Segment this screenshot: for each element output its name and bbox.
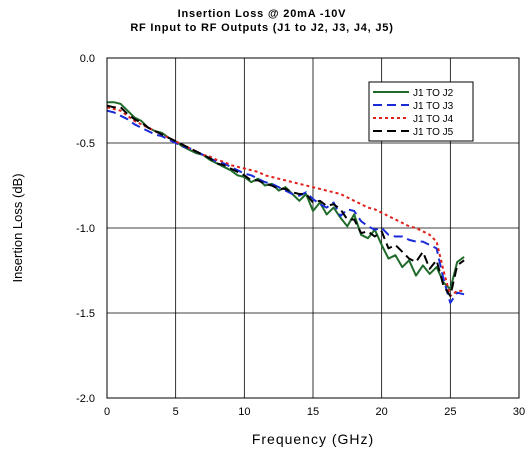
x-tick-label: 10 — [238, 406, 250, 418]
series-line-j1-to-j5 — [106, 104, 465, 297]
x-tick-label: 5 — [173, 406, 179, 418]
x-tick-label: 15 — [307, 406, 319, 418]
legend-box — [368, 81, 474, 142]
x-tick-label: 20 — [376, 406, 388, 418]
y-tick-label: -0.5 — [76, 138, 95, 150]
y-tick-label: -1.5 — [76, 308, 95, 320]
y-tick-label: -2.0 — [76, 393, 95, 405]
legend: J1 TO J2 J1 TO J3 J1 TO J4 J1 TO J5 — [368, 81, 474, 142]
chart-subtitle: RF Input to RF Outputs (J1 to J2, J3, J4… — [130, 22, 394, 34]
legend-label: J1 TO J3 — [413, 101, 454, 112]
x-tick-label: 0 — [104, 406, 110, 418]
y-tick-label: -1.0 — [76, 223, 95, 235]
y-tick-labels: 0.0 -0.5 -1.0 -1.5 -2.0 — [76, 53, 95, 405]
legend-label: J1 TO J4 — [413, 114, 454, 125]
x-tick-label: 25 — [444, 406, 456, 418]
x-tick-label: 30 — [513, 406, 525, 418]
y-axis-label: Insertion Loss (dB) — [10, 173, 25, 282]
series-line-j1-to-j4 — [106, 106, 465, 297]
y-tick-label: 0.0 — [80, 53, 95, 65]
series-lines — [106, 101, 465, 304]
chart-title: Insertion Loss @ 20mA -10V — [177, 8, 347, 20]
x-tick-labels: 0 5 10 15 20 25 30 — [104, 406, 525, 418]
legend-label: J1 TO J2 — [413, 88, 454, 99]
x-axis-label: Frequency (GHz) — [252, 431, 374, 447]
plot-frame — [106, 57, 520, 399]
series-line-j1-to-j3 — [106, 109, 465, 304]
legend-label: J1 TO J5 — [413, 127, 454, 138]
